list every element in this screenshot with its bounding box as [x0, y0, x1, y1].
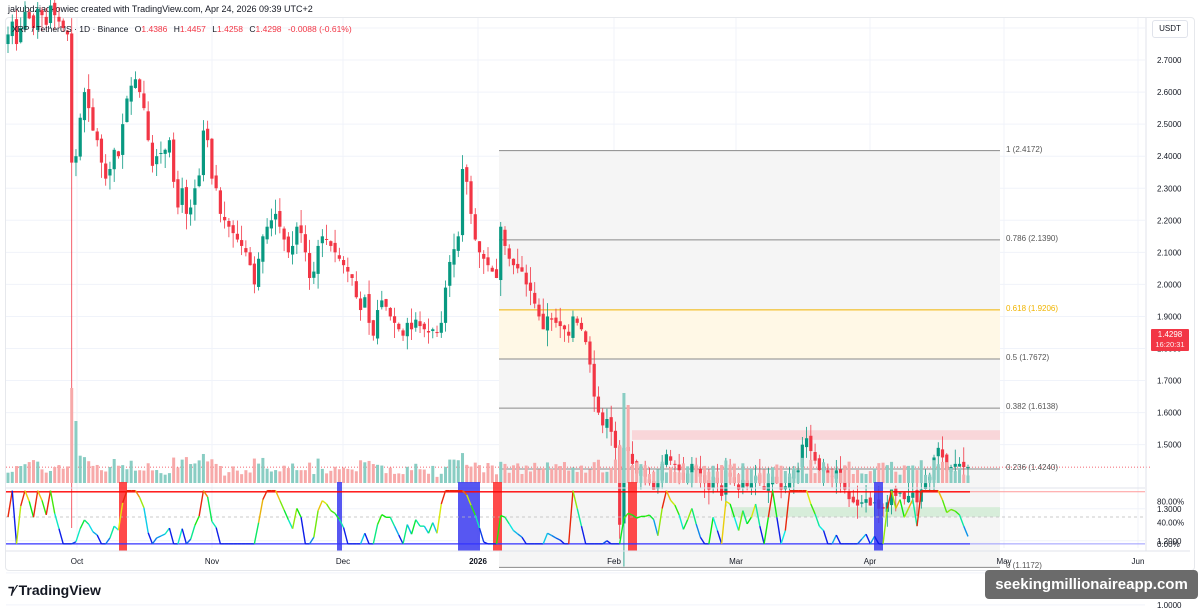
- fib-level-label: 0.5 (1.7672): [1006, 353, 1050, 362]
- bar-countdown: 16:20:31: [1155, 340, 1185, 349]
- svg-text:40.00%: 40.00%: [1157, 519, 1184, 528]
- symbol-legend: XRP / TetherUS · 1D · Binance O1.4386 H1…: [12, 24, 352, 34]
- fib-level-label: 0.382 (1.6138): [1006, 402, 1059, 412]
- svg-text:1.5000: 1.5000: [1157, 441, 1182, 450]
- tradingview-mark-icon: ⁊⁄: [8, 582, 16, 597]
- open-value: 1.4386: [141, 24, 168, 34]
- time-axis-label: Nov: [204, 557, 220, 566]
- fib-level-label: 1 (2.4172): [1006, 144, 1043, 154]
- svg-text:2.7000: 2.7000: [1157, 56, 1182, 65]
- svg-text:1.6000: 1.6000: [1157, 409, 1182, 418]
- svg-text:80.00%: 80.00%: [1157, 497, 1184, 506]
- svg-text:2.4000: 2.4000: [1157, 152, 1182, 161]
- svg-text:2.0000: 2.0000: [1157, 280, 1182, 289]
- svg-text:1.3000: 1.3000: [1157, 505, 1182, 514]
- svg-text:2.3000: 2.3000: [1157, 184, 1182, 193]
- svg-text:1.7000: 1.7000: [1157, 377, 1182, 386]
- time-axis-label: Dec: [335, 557, 351, 566]
- svg-text:0.00%: 0.00%: [1157, 540, 1180, 549]
- watermark: seekingmillionaireapp.com: [985, 570, 1198, 599]
- close-value: 1.4298: [255, 24, 282, 34]
- high-value: 1.4457: [179, 24, 206, 34]
- svg-text:2.1000: 2.1000: [1157, 248, 1182, 257]
- time-axis-label: 2026: [469, 557, 487, 566]
- svg-text:2.5000: 2.5000: [1157, 120, 1182, 129]
- time-axis-label: Apr: [863, 557, 877, 566]
- time-axis-label: Oct: [70, 557, 84, 566]
- svg-text:1.0000: 1.0000: [1157, 601, 1182, 609]
- tradingview-logo[interactable]: ⁊⁄ TradingView: [8, 582, 101, 598]
- time-axis-label: May: [996, 557, 1012, 566]
- chart-credit: jakubdziadkowiec created with TradingVie…: [8, 4, 313, 14]
- symbol-title[interactable]: XRP / TetherUS · 1D · Binance: [12, 24, 129, 34]
- fib-level-label: 0.786 (2.1390): [1006, 233, 1059, 243]
- svg-text:1.9000: 1.9000: [1157, 312, 1182, 321]
- fib-level-label: 0.618 (1.9206): [1006, 303, 1059, 313]
- last-price-tag: 1.4298 16:20:31: [1151, 329, 1189, 351]
- fib-level-label: 0 (1.1172): [1006, 561, 1042, 571]
- time-axis-label: Mar: [729, 557, 743, 566]
- last-price: 1.4298: [1157, 330, 1183, 339]
- time-axis-label: Feb: [607, 557, 621, 566]
- svg-text:2.6000: 2.6000: [1157, 88, 1182, 97]
- time-axis-label: Jun: [1131, 557, 1145, 566]
- fib-level-label: 0.236 (1.4240): [1006, 463, 1059, 472]
- svg-text:1.2000: 1.2000: [1157, 537, 1182, 546]
- low-value: 1.4258: [217, 24, 244, 34]
- change-value: -0.0088 (-0.61%): [287, 24, 352, 34]
- currency-button[interactable]: USDT: [1152, 20, 1188, 38]
- svg-text:2.2000: 2.2000: [1157, 216, 1182, 225]
